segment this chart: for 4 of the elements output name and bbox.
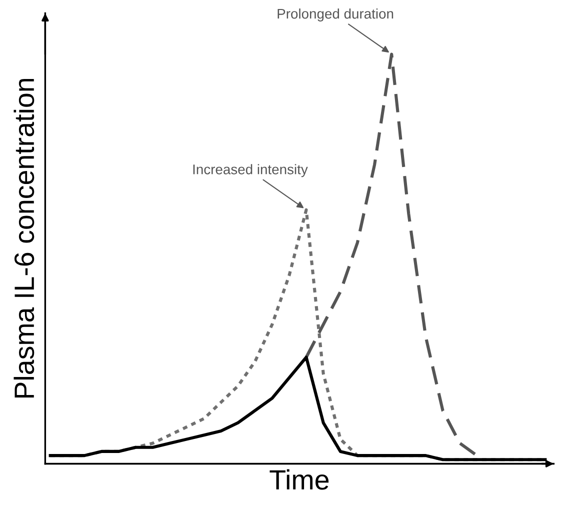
- text: Prolonged duration: [278, 8, 394, 22]
- annotation: Increased intensity: [193, 164, 308, 178]
- y-axis-title: Plasma IL-6 concentration: [14, 78, 34, 398]
- x-axis-title: Time: [270, 469, 329, 490]
